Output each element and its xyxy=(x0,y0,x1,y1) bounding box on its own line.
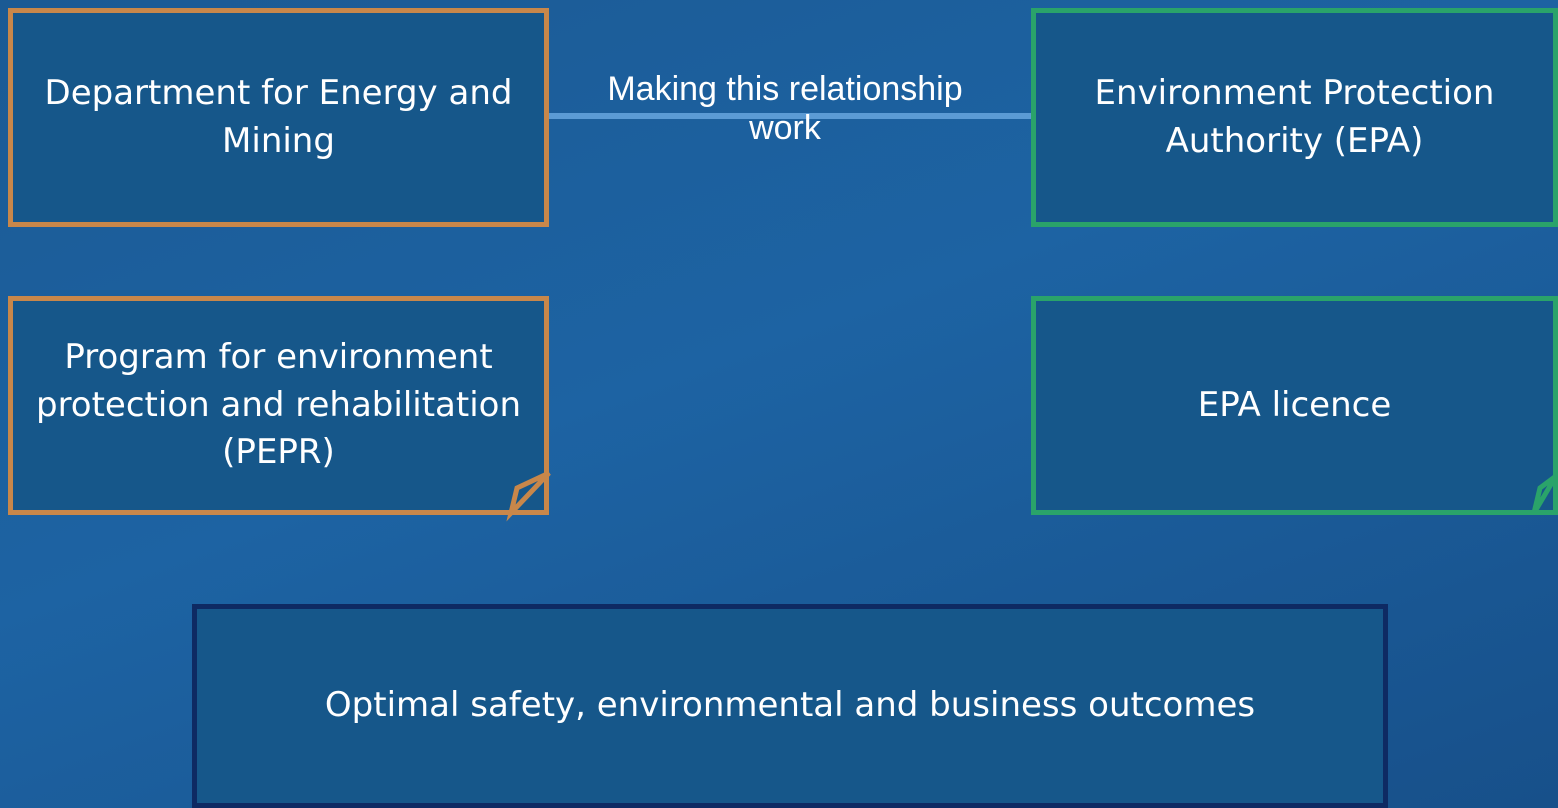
connector-line xyxy=(548,113,1032,119)
connector-label: Making this relationship work xyxy=(607,70,963,148)
node-label: Program for environment protection and r… xyxy=(35,337,521,473)
node-label: EPA licence xyxy=(1197,384,1392,425)
page-fold xyxy=(506,470,551,522)
page-fold xyxy=(1531,474,1558,515)
node-label: Optimal safety, environmental and busine… xyxy=(324,685,1256,726)
node: EPA licence xyxy=(1031,296,1558,515)
node: Environment Protection Authority (EPA) xyxy=(1031,8,1558,227)
node: Optimal safety, environmental and busine… xyxy=(192,604,1388,808)
fold-shape xyxy=(506,470,551,522)
node-label: Environment Protection Authority (EPA) xyxy=(1094,72,1495,161)
node: Department for Energy and Mining xyxy=(8,8,549,227)
node: Program for environment protection and r… xyxy=(8,296,549,515)
fold-shape xyxy=(1531,474,1558,515)
node-label: Department for Energy and Mining xyxy=(44,72,513,161)
